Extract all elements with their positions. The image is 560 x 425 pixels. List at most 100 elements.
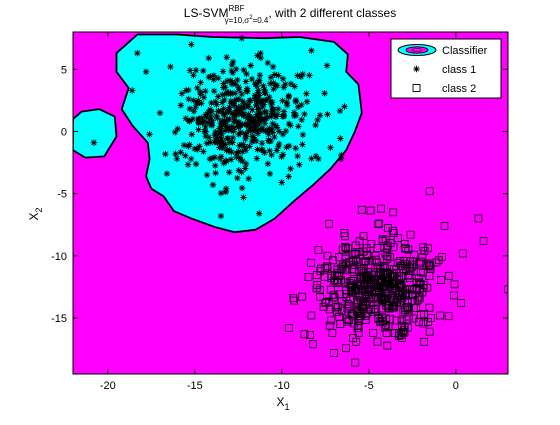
class2-point <box>386 315 394 324</box>
class2-point <box>479 236 488 245</box>
class1-point <box>220 80 227 87</box>
class2-point <box>335 253 344 262</box>
class1-point <box>228 127 236 134</box>
class1-point <box>270 79 277 87</box>
class1-point <box>257 99 264 107</box>
class1-point <box>182 115 190 122</box>
legend-star-marker <box>413 65 420 73</box>
class1-point <box>239 98 246 105</box>
class1-point <box>226 169 233 176</box>
class2-point <box>373 244 382 252</box>
class1-point <box>188 131 196 138</box>
class2-point <box>356 274 365 283</box>
class2-point <box>437 276 445 285</box>
class1-point <box>308 47 315 54</box>
class1-point <box>213 101 220 108</box>
x-tick-label: -15 <box>187 380 203 392</box>
class1-point <box>256 115 264 123</box>
class1-point <box>251 95 258 103</box>
class1-point <box>242 160 250 168</box>
class1-point <box>205 54 212 62</box>
class1-point <box>244 88 251 95</box>
class1-point <box>230 124 238 131</box>
class2-point <box>406 267 415 275</box>
class1-point <box>220 84 227 91</box>
class2-point <box>353 296 361 305</box>
class1-point <box>245 127 252 135</box>
class2-point <box>385 304 394 313</box>
class2-point <box>393 299 401 308</box>
class2-point <box>309 340 318 349</box>
class2-point <box>457 299 465 308</box>
class1-point <box>280 108 288 115</box>
class2-point <box>378 313 387 322</box>
class1-point <box>187 155 195 163</box>
class1-point <box>253 101 260 109</box>
class2-point <box>330 293 338 302</box>
class1-point <box>279 151 287 158</box>
class1-point <box>291 83 299 90</box>
class2-point <box>406 230 415 239</box>
class2-point <box>423 244 432 253</box>
class1-point <box>248 125 255 132</box>
class1-point <box>214 114 221 122</box>
class1-point <box>211 162 219 169</box>
class1-point <box>162 150 169 158</box>
class1-point <box>134 49 141 57</box>
class1-point <box>263 96 271 103</box>
class2-point <box>417 257 425 266</box>
class2-point <box>322 262 331 271</box>
class2-point <box>372 258 381 267</box>
class2-point <box>440 221 449 230</box>
class1-point <box>206 155 214 163</box>
class2-point <box>400 323 409 331</box>
class1-point <box>208 108 216 116</box>
class2-point <box>359 232 368 240</box>
y-axis-ticks: 5 0 -5 -10 -15 <box>51 64 508 325</box>
title-prefix: LS-SVM <box>184 6 229 20</box>
class1-point <box>308 155 315 162</box>
class1-point <box>240 141 247 148</box>
class1-point <box>235 124 242 131</box>
class2-point <box>382 329 391 338</box>
title-subscript: γ=10,σ <box>224 16 249 25</box>
y-tick-label: 0 <box>61 126 67 138</box>
class1-point <box>266 138 273 145</box>
class1-point <box>251 92 259 99</box>
class1-region-2 <box>73 108 118 159</box>
class1-point <box>233 153 240 161</box>
y-tick-label: 5 <box>61 64 67 76</box>
class1-point <box>240 194 247 201</box>
class1-point <box>225 147 232 155</box>
title-subscript-sup: 2 <box>249 15 253 21</box>
class1-point <box>156 109 164 117</box>
class2-point <box>389 243 398 252</box>
class1-point <box>294 152 301 160</box>
class1-point <box>255 127 262 134</box>
class1-point <box>200 118 208 125</box>
class2-point <box>374 313 383 322</box>
class2-point <box>314 246 323 254</box>
class1-point <box>321 90 328 97</box>
class1-point <box>280 84 288 91</box>
title-suffix: , with 2 different classes <box>268 6 396 20</box>
class1-point <box>285 173 292 180</box>
class2-point <box>365 274 374 283</box>
class1-point <box>229 69 237 77</box>
class2-point <box>425 327 434 336</box>
class1-point <box>301 110 308 118</box>
class1-point <box>185 95 192 103</box>
class1-point <box>178 90 186 97</box>
class2-point <box>388 278 397 287</box>
class2-point <box>321 264 330 273</box>
class1-point <box>338 151 345 159</box>
class1-point <box>265 126 272 133</box>
x-axis-ticks: -20 -15 -10 -5 0 <box>100 32 459 392</box>
class1-point <box>270 85 277 93</box>
class2-point <box>367 256 376 265</box>
class1-point <box>269 120 276 127</box>
class1-point <box>238 148 246 155</box>
class2-point <box>398 321 406 330</box>
